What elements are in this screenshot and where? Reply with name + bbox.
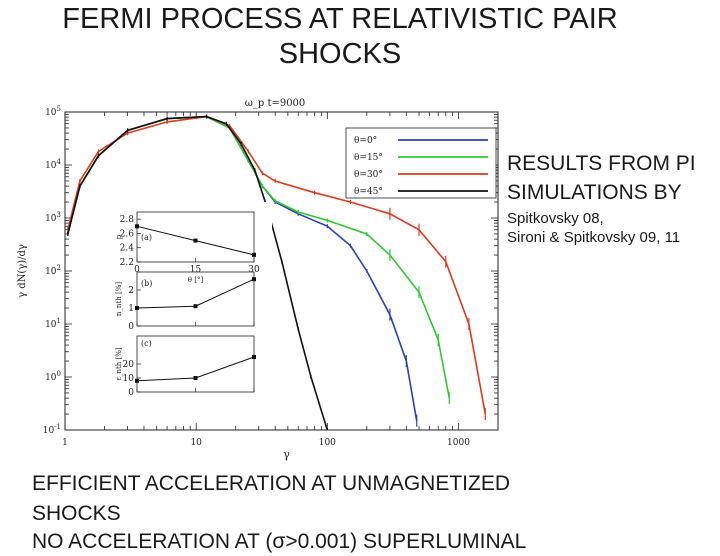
inset-y-label: n_nth [%] [115, 282, 123, 316]
bottom-text-line-1: EFFICIENT ACCELERATION AT UNMAGNETIZED [32, 472, 511, 495]
title-line-2: SHOCKS [278, 38, 402, 70]
x-tick-label: 1000 [447, 438, 470, 448]
legend-label: θ=45° [354, 187, 383, 197]
inset-x-tick-label: 15 [190, 265, 202, 275]
inset-y-label: p [115, 234, 123, 239]
inset-x-tick-label: 30 [248, 265, 260, 275]
side-text-line-1: RESULTS FROM PI [507, 152, 696, 175]
inset-y-tick-label: 10 [123, 374, 135, 384]
inset-point [193, 376, 198, 380]
inset-y-tick-label: 20 [123, 360, 135, 370]
y-tick-label: 105 [45, 105, 61, 118]
inset-point [135, 378, 139, 383]
inset-background [115, 202, 272, 422]
inset-y-tick-label: 1 [128, 304, 134, 314]
y-tick-label: 103 [45, 211, 61, 224]
y-tick-label: 10-1 [43, 423, 61, 436]
y-tick-label: 102 [45, 264, 61, 277]
bottom-text-line-3: NO ACCELERATION AT (σ>0.001) SUPERLUMINA… [32, 530, 527, 553]
inset-y-label: ε_nth [%] [115, 347, 123, 381]
x-tick-label: 10 [190, 438, 202, 448]
inset-y-tick-label: 2.6 [120, 229, 135, 239]
side-text-line-2: SIMULATIONS BY [507, 181, 682, 204]
slide-title: FERMI PROCESS AT RELATIVISTIC PAIR SHOCK… [0, 2, 680, 72]
bottom-text-line-2: SHOCKS [32, 502, 121, 525]
x-tick-label: 1 [62, 438, 68, 448]
x-axis-label: γ [283, 448, 290, 461]
title-line-1: FERMI PROCESS AT RELATIVISTIC PAIR [62, 3, 618, 35]
inset-y-tick-label: 2.2 [120, 258, 134, 268]
inset-panel-label: (a) [141, 233, 152, 242]
inset-y-tick-label: 0 [128, 388, 134, 398]
inset-point [193, 304, 198, 309]
side-text-line-3: Spitkovsky 08, [507, 210, 604, 227]
inset-point [135, 224, 139, 229]
series-4-group [67, 114, 329, 430]
inset-point [193, 238, 198, 243]
y-tick-label: 100 [45, 370, 61, 383]
inset-x-label: θ [°] [188, 276, 204, 284]
legend-label: θ=30° [354, 170, 383, 180]
legend-label: θ=15° [354, 153, 383, 163]
legend-label: θ=0° [354, 136, 377, 146]
inset-point [252, 252, 256, 257]
inset-y-tick-label: 0 [128, 322, 134, 332]
y-tick-label: 101 [45, 317, 61, 330]
series-line [67, 115, 329, 430]
inset-y-tick-label: 2.8 [120, 215, 135, 225]
inset-y-tick-label: 2.4 [120, 244, 135, 254]
inset-point [135, 306, 139, 310]
inset-y-tick-label: 2 [128, 286, 134, 296]
inset-panel-label: (b) [141, 279, 152, 288]
inset-panel-label: (c) [141, 339, 152, 348]
x-tick-label: 100 [319, 438, 336, 448]
inset-point [252, 355, 256, 359]
inset-point [252, 277, 256, 282]
chart-title: ω_p t=9000 [245, 98, 306, 109]
inset-x-tick-label: 0 [134, 265, 140, 275]
side-text-line-4: Sironi & Spitkovsky 09, 11 [507, 229, 681, 246]
y-tick-label: 104 [45, 158, 61, 171]
y-axis-label: γ dN(γ)/dγ [17, 244, 28, 298]
